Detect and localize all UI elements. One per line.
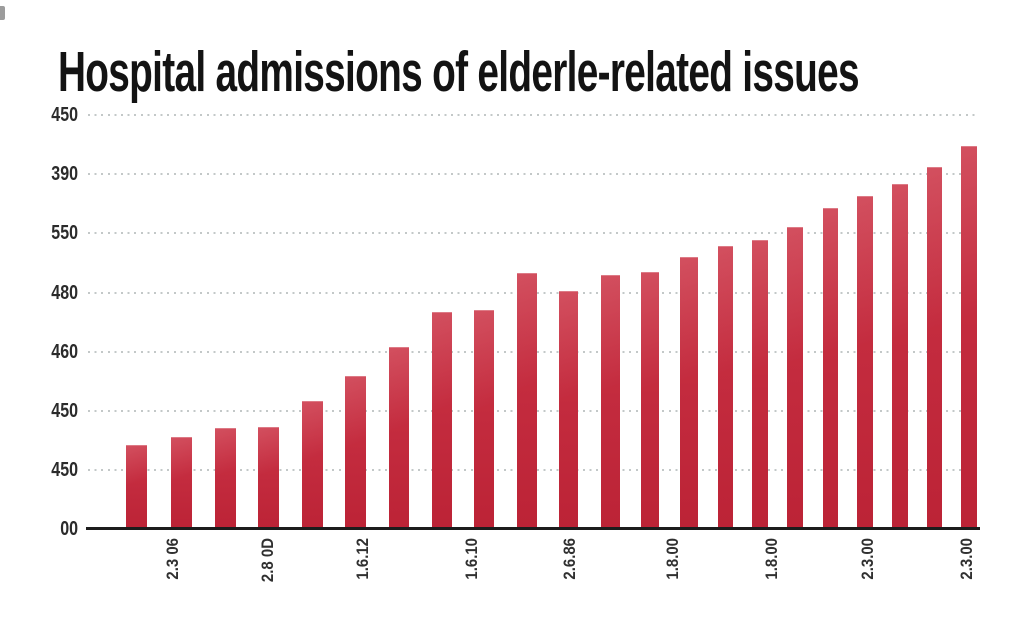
y-tick-label-2: 390 bbox=[51, 163, 78, 185]
bar-1 bbox=[126, 445, 147, 529]
bar-8 bbox=[432, 312, 452, 529]
bar-4 bbox=[258, 427, 279, 529]
x-tick-label-8: 2.3.00 bbox=[858, 538, 877, 580]
bar-14 bbox=[680, 257, 698, 529]
bar-11 bbox=[559, 291, 578, 529]
x-tick-label-9: 2.3.00 bbox=[957, 538, 976, 580]
bar-3 bbox=[215, 428, 236, 529]
bar-16 bbox=[752, 240, 768, 529]
bar-10 bbox=[517, 273, 537, 529]
bar-9 bbox=[474, 310, 494, 529]
x-tick-label-6: 1.8.00 bbox=[663, 538, 682, 580]
y-tick-label-6: 450 bbox=[51, 400, 78, 422]
x-tick-label-5: 2.6.86 bbox=[560, 538, 579, 580]
x-tick-label-1: 2.3 06 bbox=[163, 538, 182, 580]
gridline-3 bbox=[88, 232, 978, 234]
bar-12 bbox=[601, 275, 620, 529]
gridline-1 bbox=[88, 114, 978, 116]
bar-15 bbox=[718, 246, 733, 529]
x-tick-label-7: 1.8.00 bbox=[762, 538, 781, 580]
bar-22 bbox=[961, 146, 977, 529]
edge-artifact-mark bbox=[0, 6, 5, 20]
y-tick-label-3: 550 bbox=[51, 222, 78, 244]
x-axis-line bbox=[86, 527, 980, 530]
bar-6 bbox=[345, 376, 366, 529]
bar-5 bbox=[302, 401, 323, 529]
y-tick-label-1: 450 bbox=[51, 104, 78, 126]
chart-title: Hospital admissions of elderle-related i… bbox=[58, 40, 860, 104]
bar-7 bbox=[389, 347, 409, 529]
x-tick-label-4: 1.6.10 bbox=[462, 538, 481, 580]
y-tick-label-8: 00 bbox=[60, 518, 78, 540]
x-tick-label-2: 2.8 0D bbox=[258, 538, 277, 583]
y-tick-label-5: 460 bbox=[51, 341, 78, 363]
bar-20 bbox=[892, 184, 908, 529]
bar-13 bbox=[641, 272, 659, 529]
bar-2 bbox=[171, 437, 192, 529]
y-tick-label-7: 450 bbox=[51, 459, 78, 481]
x-tick-label-3: 1.6.12 bbox=[353, 538, 372, 580]
gridline-2 bbox=[88, 173, 978, 175]
bar-18 bbox=[823, 208, 838, 529]
bar-21 bbox=[927, 167, 942, 529]
bar-17 bbox=[787, 227, 803, 529]
y-tick-label-4: 480 bbox=[51, 282, 78, 304]
bar-19 bbox=[857, 196, 873, 529]
